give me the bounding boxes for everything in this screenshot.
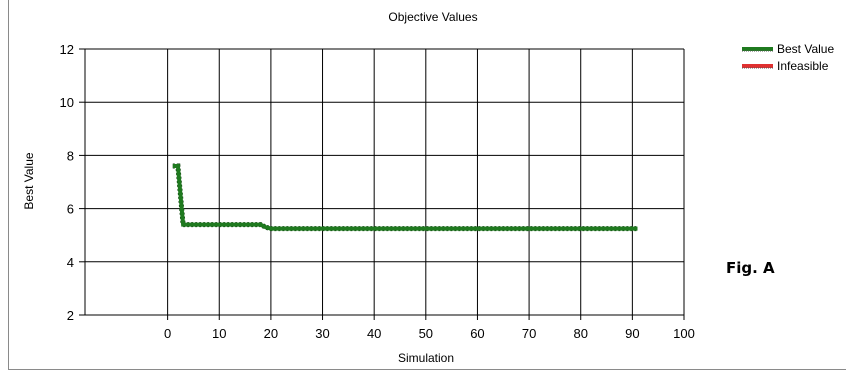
x-tick-label: 80	[573, 326, 587, 341]
legend-label: Best Value	[777, 42, 834, 56]
x-tick-label: 0	[164, 326, 171, 341]
x-tick-label: 70	[522, 326, 536, 341]
figure-label: Fig. A	[726, 259, 775, 277]
series-line-shadow	[172, 163, 638, 232]
x-tick-label: 100	[673, 326, 695, 341]
chart-title: Objective Values	[388, 10, 477, 24]
ticks-layer: 2 4 6 8 10 12 0 10 20 30 40 50 60 70 80 90 100	[60, 42, 695, 341]
y-tick-label: 4	[67, 255, 74, 270]
x-tick-label: 30	[315, 326, 329, 341]
x-tick-label: 10	[212, 326, 226, 341]
y-tick-label: 12	[60, 42, 74, 57]
y-tick-label: 8	[67, 148, 74, 163]
y-tick-label: 6	[67, 202, 74, 217]
y-axis-label: Best Value	[22, 152, 36, 209]
chart-frame	[8, 0, 846, 370]
grid-layer	[79, 48, 685, 320]
y-tick-label: 2	[67, 308, 74, 323]
legend: Best Value Infeasible	[742, 42, 834, 73]
series-line-best-value	[172, 164, 638, 231]
x-tick-label: 60	[470, 326, 484, 341]
x-tick-label: 50	[419, 326, 433, 341]
y-tick-label: 10	[60, 95, 74, 110]
x-tick-label: 90	[625, 326, 639, 341]
x-axis-label: Simulation	[398, 351, 454, 365]
series-layer	[172, 163, 638, 232]
x-tick-label: 40	[367, 326, 381, 341]
legend-label: Infeasible	[777, 59, 829, 73]
x-tick-label: 20	[264, 326, 278, 341]
